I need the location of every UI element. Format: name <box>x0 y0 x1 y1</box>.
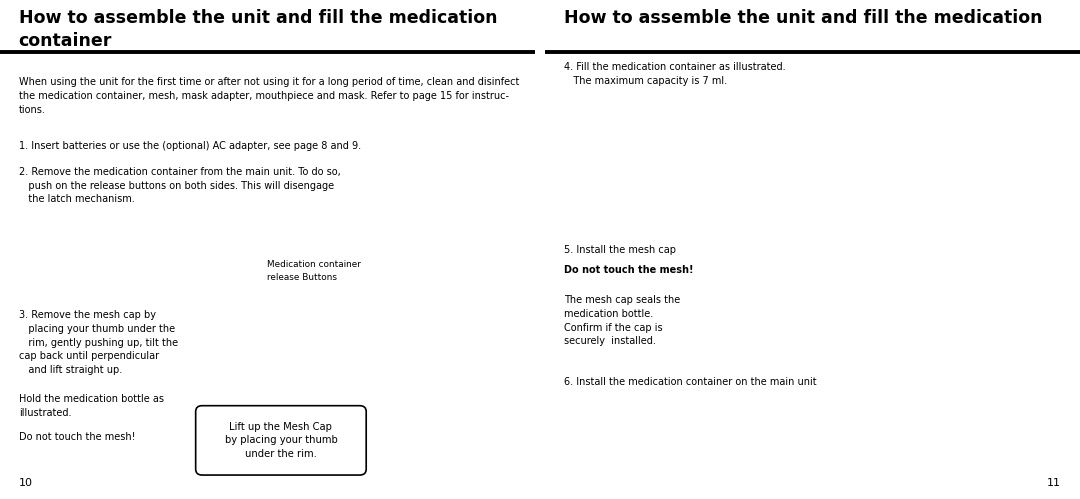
Text: When using the unit for the first time or after not using it for a long period o: When using the unit for the first time o… <box>18 77 519 115</box>
Text: 1. Insert batteries or use the (optional) AC adapter, see page 8 and 9.: 1. Insert batteries or use the (optional… <box>18 141 361 151</box>
Text: 10: 10 <box>18 478 32 488</box>
Text: 5. Install the mesh cap: 5. Install the mesh cap <box>564 245 676 254</box>
Text: The mesh cap seals the
medication bottle.
Confirm if the cap is
securely  instal: The mesh cap seals the medication bottle… <box>564 295 680 346</box>
Text: How to assemble the unit and fill the medication: How to assemble the unit and fill the me… <box>564 9 1042 27</box>
Text: 2. Remove the medication container from the main unit. To do so,
   push on the : 2. Remove the medication container from … <box>18 167 340 205</box>
FancyBboxPatch shape <box>195 406 366 475</box>
Text: 6. Install the medication container on the main unit: 6. Install the medication container on t… <box>564 377 816 387</box>
Text: container: container <box>18 32 112 50</box>
Text: 11: 11 <box>1048 478 1062 488</box>
Text: 3. Remove the mesh cap by
   placing your thumb under the
   rim, gently pushing: 3. Remove the mesh cap by placing your t… <box>18 310 178 375</box>
Text: Do not touch the mesh!: Do not touch the mesh! <box>564 265 693 275</box>
Text: How to assemble the unit and fill the medication: How to assemble the unit and fill the me… <box>18 9 497 27</box>
Text: Medication container
release Buttons: Medication container release Buttons <box>268 260 361 281</box>
Text: 4. Fill the medication container as illustrated.
   The maximum capacity is 7 ml: 4. Fill the medication container as illu… <box>564 62 786 86</box>
Text: Lift up the Mesh Cap
by placing your thumb
under the rim.: Lift up the Mesh Cap by placing your thu… <box>225 422 337 459</box>
Text: Hold the medication bottle as
illustrated.: Hold the medication bottle as illustrate… <box>18 394 164 418</box>
Text: Do not touch the mesh!: Do not touch the mesh! <box>18 432 135 442</box>
